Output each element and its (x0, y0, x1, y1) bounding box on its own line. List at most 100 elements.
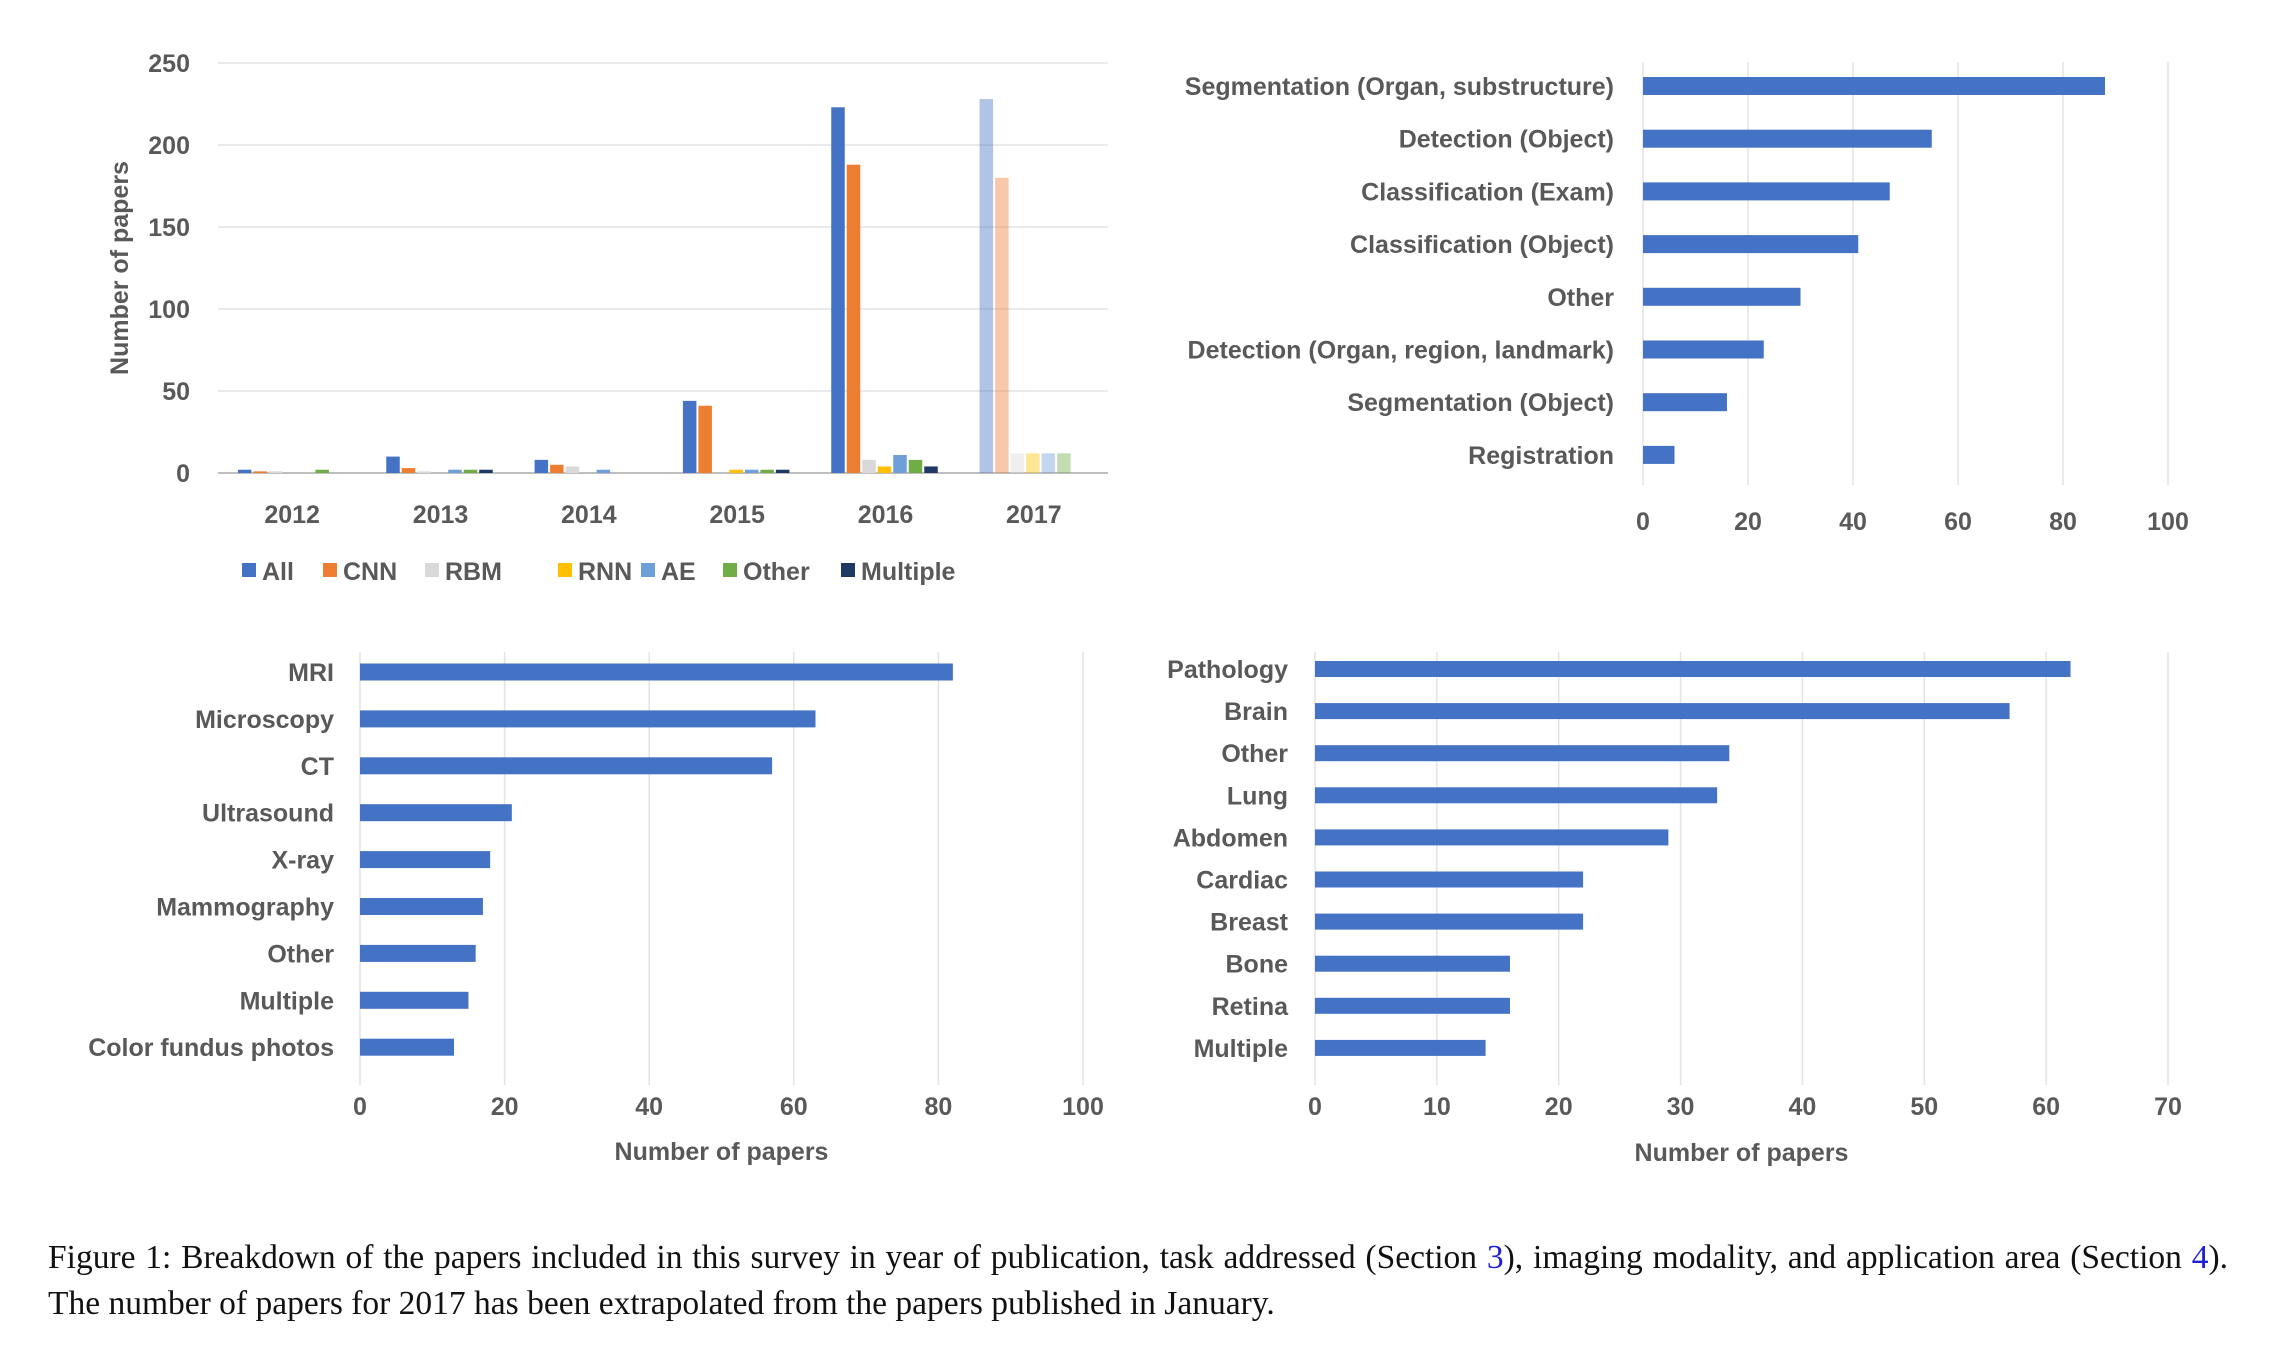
x-tick-label: 40 (635, 1093, 663, 1121)
x-tick-label: 60 (780, 1093, 808, 1121)
bar-ae-2015 (744, 469, 759, 473)
x-tick-label: 40 (1839, 508, 1867, 536)
bar-multiple (1315, 1039, 1486, 1056)
caption-text-1: Figure 1: Breakdown of the papers includ… (48, 1239, 1487, 1276)
legend-swatch-cnn (323, 563, 337, 577)
x-tick-label: 60 (1944, 508, 1972, 536)
bar-cnn-2016 (846, 164, 861, 473)
x-tick-label: 80 (2049, 508, 2077, 536)
bar-cnn-2013 (401, 468, 416, 473)
x-tick-label: 2015 (709, 501, 765, 529)
legend-label-cnn: CNN (343, 558, 397, 586)
bar-other (1315, 745, 1730, 762)
caption-text-2: ), imaging modality, and application are… (1503, 1239, 2192, 1276)
x-tick-label: 30 (1667, 1093, 1695, 1121)
bar-registration (1643, 445, 1675, 464)
bar-all-2016 (831, 107, 845, 473)
category-label: Detection (Organ, region, landmark) (1188, 337, 1614, 365)
legend-swatch-ae (641, 563, 655, 577)
bar-ae-2013 (448, 469, 462, 473)
bar-classification-object (1643, 235, 1859, 254)
x-tick-label: 2016 (858, 501, 914, 529)
bar-color-fundus-photos (360, 1038, 454, 1056)
legend-swatch-rnn (558, 563, 572, 577)
bar-segmentation-object (1643, 393, 1727, 412)
x-tick-label: 60 (2032, 1093, 2060, 1121)
bar-rbm-2017 (1010, 453, 1025, 473)
bar-other-2013 (463, 469, 478, 473)
bar-microscopy (360, 710, 816, 728)
x-axis-label: Number of papers (615, 1138, 829, 1166)
bar-cnn-2012 (253, 471, 267, 473)
category-label: Detection (Object) (1399, 126, 1614, 154)
legend-label-multiple: Multiple (861, 558, 956, 586)
bar-rnn-2016 (877, 466, 892, 473)
category-label: Classification (Object) (1350, 231, 1614, 259)
x-tick-label: 80 (924, 1093, 952, 1121)
caption-section-link-4[interactable]: 4 (2191, 1239, 2209, 1276)
bar-other (360, 944, 476, 962)
bar-ct (360, 757, 773, 775)
bar-rbm-2012 (268, 471, 283, 473)
bar-bone (1315, 955, 1510, 972)
category-label: Brain (1224, 698, 1288, 726)
legend-swatch-multiple (841, 563, 855, 577)
bar-cnn-2014 (550, 464, 564, 473)
bar-ae-2016 (893, 454, 907, 473)
y-tick-label: 200 (148, 132, 190, 160)
x-tick-label: 50 (1910, 1093, 1938, 1121)
bar-rnn-2017 (1026, 453, 1040, 473)
x-tick-label: 10 (1423, 1093, 1451, 1121)
bar-all-2017 (979, 99, 994, 473)
bar-mammography (360, 898, 483, 915)
legend-swatch-rbm (425, 563, 439, 577)
bar-rnn-2015 (729, 469, 743, 473)
bar-brain (1315, 703, 2010, 720)
category-label: Pathology (1167, 656, 1288, 684)
category-label: Lung (1227, 782, 1288, 810)
bar-rbm-2013 (417, 471, 431, 473)
category-label: Registration (1468, 442, 1614, 470)
bar-other-2016 (908, 459, 923, 473)
category-label: Segmentation (Organ, substructure) (1185, 73, 1614, 101)
y-tick-label: 0 (176, 460, 190, 488)
category-label: Other (267, 940, 334, 968)
bar-multiple (360, 991, 469, 1009)
category-label: Breast (1210, 909, 1288, 937)
y-tick-label: 150 (148, 214, 190, 242)
bar-ae-2017 (1041, 453, 1056, 473)
chart-task-addressed: 0 20 40 60 80 100 Segmentation (Organ, substru… (1185, 62, 2189, 536)
category-label: Microscopy (195, 706, 334, 734)
x-tick-label: 40 (1789, 1093, 1817, 1121)
bar-rbm-2016 (862, 459, 876, 473)
category-label: X-ray (271, 847, 334, 875)
bar-ae-2014 (596, 469, 611, 473)
category-label: Other (1221, 740, 1288, 768)
legend-label-other: Other (743, 558, 810, 586)
bar-retina (1315, 997, 1510, 1014)
x-tick-label: 20 (1545, 1093, 1573, 1121)
y-tick-label: 100 (148, 296, 190, 324)
bar-cnn-2015 (698, 405, 712, 473)
caption-section-link-3[interactable]: 3 (1486, 1239, 1504, 1276)
category-label: Bone (1226, 951, 1289, 979)
figure-caption: Figure 1: Breakdown of the papers includ… (48, 1235, 2228, 1327)
y-tick-label: 250 (148, 50, 190, 78)
x-tick-label: 20 (491, 1093, 519, 1121)
category-label: MRI (288, 659, 334, 687)
category-label: Classification (Exam) (1361, 178, 1614, 206)
bar-cnn-2017 (995, 177, 1009, 474)
chart-imaging-modality: 0 20 40 60 80 100 MRI Microscopy CT Ultrasound X-r… (88, 652, 1104, 1166)
bar-breast (1315, 913, 1584, 930)
x-tick-label: 100 (1062, 1093, 1104, 1121)
bar-multiple-2016 (924, 466, 938, 473)
bar-mri (360, 663, 953, 681)
caption-text-3: ). The number of papers for 2017 has bee… (48, 1239, 2228, 1322)
x-tick-label: 2017 (1006, 501, 1062, 529)
y-tick-label: 50 (162, 378, 190, 406)
category-label: Other (1547, 284, 1614, 312)
category-label: Multiple (240, 987, 335, 1015)
legend-label-ae: AE (661, 558, 696, 586)
bar-other (1643, 287, 1801, 306)
